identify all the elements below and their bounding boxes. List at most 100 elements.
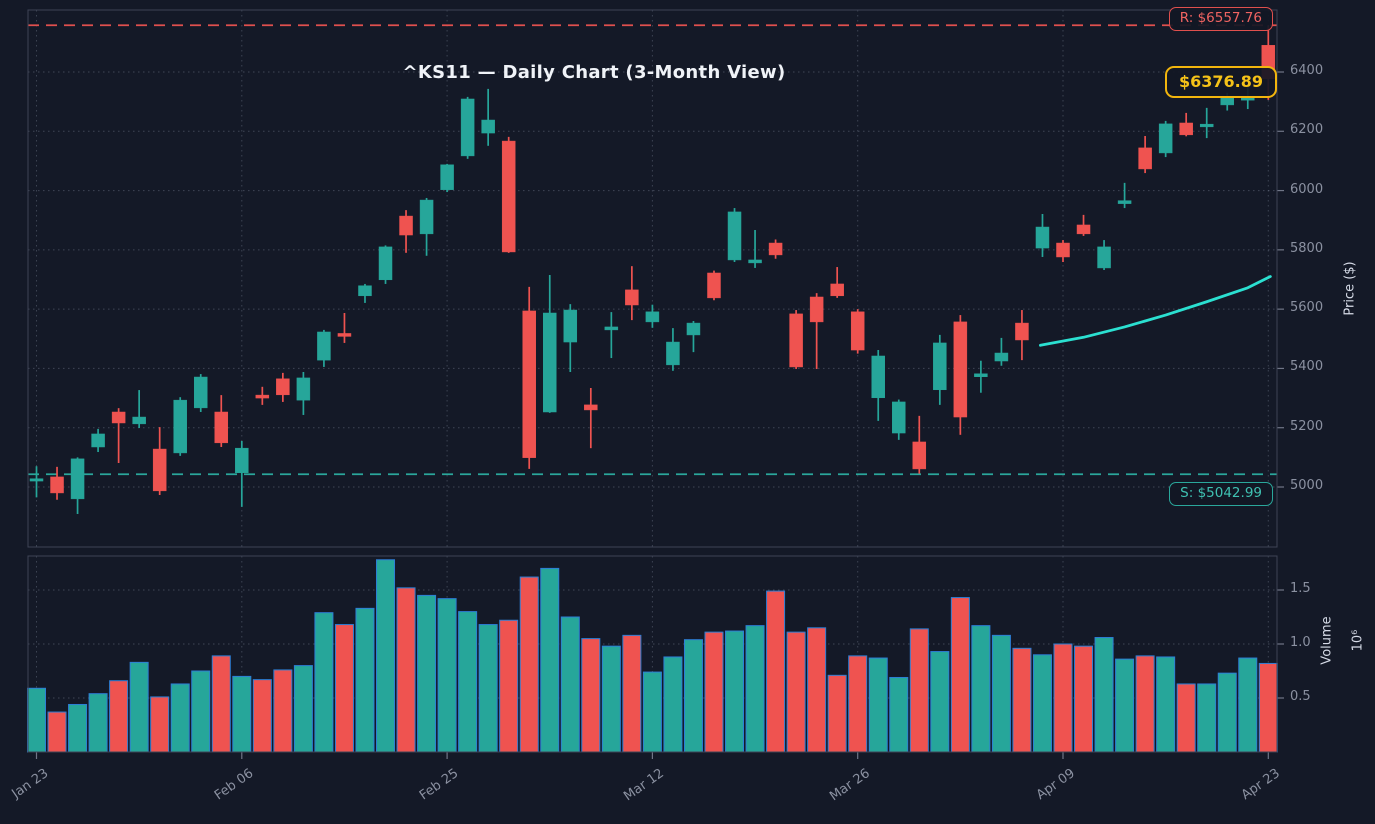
volume-bar (1032, 654, 1052, 753)
volume-bar (437, 598, 457, 753)
volume-bar (396, 587, 416, 753)
current-price-badge: $6376.89 (1164, 66, 1277, 98)
candle-body (173, 399, 187, 454)
volume-bar (560, 616, 580, 753)
volume-bar (293, 665, 313, 753)
volume-bar (1074, 645, 1094, 753)
volume-scale-label: 10⁶ (1350, 629, 1366, 652)
candle-body (933, 342, 947, 391)
volume-bar (1197, 683, 1217, 753)
volume-bar (786, 631, 806, 753)
volume-bar (1176, 683, 1196, 753)
price-tick-label: 5400 (1290, 359, 1324, 375)
candle-body (276, 378, 290, 396)
candle-body (1056, 242, 1070, 258)
volume-bar (601, 645, 621, 753)
volume-bar (1012, 647, 1032, 753)
panel-spine (27, 9, 1278, 548)
volume-bar (27, 687, 46, 753)
candle-body (296, 377, 311, 401)
price-tick-label: 5600 (1290, 300, 1324, 316)
volume-bar (663, 656, 683, 753)
price-tick-label: 5000 (1290, 478, 1324, 493)
candle-body (1117, 200, 1132, 204)
volume-bar (807, 627, 827, 753)
volume-bar (170, 683, 190, 753)
volume-tick-label: 0.5 (1290, 689, 1311, 704)
volume-bar (1156, 656, 1176, 753)
candle-body (1158, 123, 1173, 154)
candle-body (337, 333, 352, 337)
candle-body (1015, 322, 1029, 341)
volume-bar (191, 670, 211, 753)
candle-body (111, 411, 126, 424)
volume-bar (642, 671, 662, 753)
volume-bar (458, 611, 478, 753)
volume-bar (971, 625, 991, 753)
volume-bar (376, 559, 396, 753)
candle-body (29, 478, 44, 482)
price-tick-label: 6200 (1290, 122, 1324, 138)
candle-body (1199, 123, 1214, 128)
volume-bar (622, 634, 642, 753)
volume-bar (581, 638, 601, 753)
candle-body (214, 411, 229, 444)
volume-bar (68, 703, 88, 753)
candle-body (707, 272, 721, 299)
volume-bar (252, 679, 272, 753)
candle-body (1035, 226, 1050, 249)
resistance-badge: R: $6557.76 (1168, 7, 1273, 31)
volume-bar (704, 631, 724, 753)
volume-bar (1238, 657, 1258, 753)
candle-body (789, 313, 803, 368)
candle-body (193, 376, 208, 409)
volume-bar (725, 630, 745, 753)
candle-body (91, 433, 105, 448)
volume-axis-label: Volume (1319, 616, 1335, 665)
volume-bar (889, 676, 909, 753)
volume-bar (417, 594, 437, 753)
chart-title: ^KS11 — Daily Chart (3-Month View) (402, 62, 786, 83)
candle-body (255, 394, 270, 399)
volume-bar (848, 655, 868, 753)
volume-bar (109, 680, 129, 753)
candle-body (809, 296, 824, 323)
price-tick-label: 6400 (1290, 63, 1324, 78)
candle-body (994, 352, 1009, 362)
volume-bar (1258, 662, 1278, 753)
candle-body (152, 448, 167, 492)
volume-tick-label: 1.5 (1290, 581, 1311, 596)
volume-bar (334, 624, 354, 753)
candle-body (235, 447, 249, 474)
volume-bar (88, 693, 108, 753)
candle-body (1138, 147, 1152, 170)
candle-body (50, 476, 64, 494)
volume-bar (1094, 637, 1114, 753)
volume-bar (827, 674, 847, 753)
volume-bar (991, 634, 1011, 753)
volume-bar (478, 624, 498, 753)
volume-bar (1135, 655, 1155, 753)
candle-body (501, 140, 516, 253)
candle-body (953, 321, 968, 418)
volume-bar (683, 639, 703, 753)
candle-body (1220, 96, 1234, 106)
candle-body (460, 98, 475, 157)
candle-body (419, 199, 434, 235)
volume-bar (1115, 658, 1135, 753)
candle-body (563, 309, 578, 343)
price-tick-label: 6000 (1290, 181, 1324, 197)
panel-spine (27, 555, 1278, 753)
candle-body (440, 164, 454, 190)
candle-body (1179, 122, 1193, 136)
volume-bar (1053, 643, 1073, 753)
volume-bar (1217, 672, 1237, 753)
volume-bar (766, 590, 786, 753)
volume-bar (273, 669, 293, 753)
candle-body (604, 326, 619, 331)
price-tick-label: 5800 (1290, 240, 1324, 256)
candle-body (1097, 246, 1111, 269)
candle-body (871, 355, 885, 399)
